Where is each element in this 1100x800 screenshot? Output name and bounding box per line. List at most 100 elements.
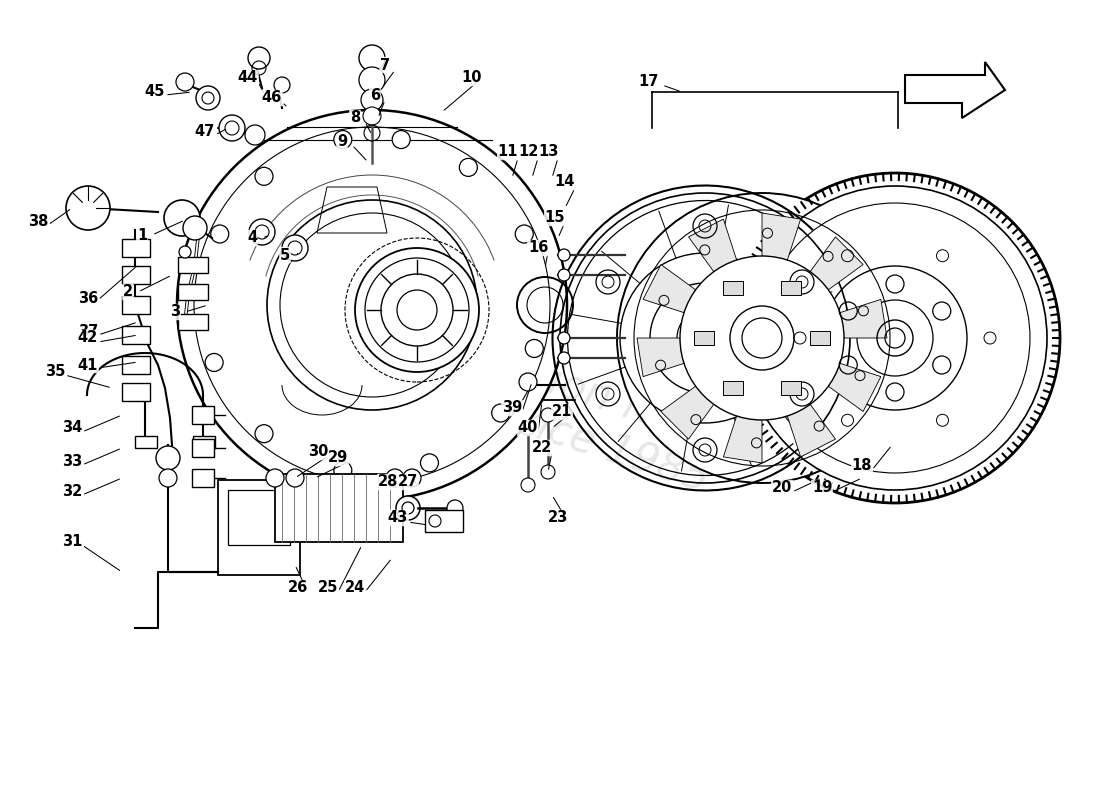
Text: 34: 34 [62, 421, 82, 435]
Circle shape [66, 186, 110, 230]
Bar [192, 406, 215, 424]
Text: 20: 20 [772, 481, 792, 495]
Bar [178, 314, 208, 330]
Polygon shape [788, 404, 836, 457]
Circle shape [359, 45, 385, 71]
Circle shape [460, 158, 477, 176]
Circle shape [164, 200, 200, 236]
Circle shape [420, 454, 439, 472]
Circle shape [176, 73, 194, 91]
Circle shape [274, 77, 290, 93]
Text: 7: 7 [379, 58, 390, 73]
Text: 1: 1 [136, 227, 147, 242]
Bar [218, 480, 300, 575]
Bar [228, 490, 290, 545]
Text: 33: 33 [62, 454, 82, 470]
Circle shape [363, 107, 381, 125]
Text: a passion for: a passion for [416, 318, 684, 442]
Circle shape [282, 235, 308, 261]
Circle shape [179, 246, 191, 258]
Text: 22: 22 [532, 441, 552, 455]
Text: 40: 40 [518, 421, 538, 435]
Circle shape [266, 469, 284, 487]
Circle shape [558, 269, 570, 281]
Text: 31: 31 [62, 534, 82, 550]
Circle shape [558, 249, 570, 261]
Circle shape [403, 469, 421, 487]
Text: 6: 6 [370, 87, 381, 102]
Circle shape [558, 332, 570, 344]
Circle shape [255, 425, 273, 442]
Polygon shape [762, 213, 801, 260]
Bar [122, 266, 150, 284]
Text: 30: 30 [308, 445, 328, 459]
Text: 8: 8 [350, 110, 360, 126]
Text: 35: 35 [45, 365, 65, 379]
Circle shape [492, 404, 509, 422]
Text: 46: 46 [262, 90, 282, 106]
Bar [178, 284, 208, 300]
Text: 4: 4 [246, 230, 257, 246]
Circle shape [211, 225, 229, 243]
Text: 13: 13 [538, 145, 558, 159]
Circle shape [742, 186, 1047, 490]
Polygon shape [905, 62, 1005, 118]
Bar [135, 436, 157, 448]
Text: 19: 19 [812, 481, 833, 495]
Bar [275, 474, 403, 542]
Text: 12: 12 [518, 145, 538, 159]
Bar [694, 331, 714, 345]
Text: 47: 47 [195, 125, 216, 139]
Text: 25: 25 [318, 581, 338, 595]
Bar [122, 239, 150, 257]
Bar [122, 383, 150, 401]
Circle shape [361, 89, 383, 111]
Polygon shape [689, 219, 737, 272]
Circle shape [255, 167, 273, 186]
Bar [178, 257, 208, 273]
Bar [122, 296, 150, 314]
Text: since 1985: since 1985 [485, 390, 715, 500]
Text: 18: 18 [851, 458, 872, 473]
Circle shape [267, 200, 477, 410]
Circle shape [205, 354, 223, 371]
Text: 16: 16 [528, 241, 548, 255]
Circle shape [541, 408, 556, 422]
Circle shape [196, 86, 220, 110]
Text: 32: 32 [62, 485, 82, 499]
Text: 10: 10 [462, 70, 482, 86]
Circle shape [386, 469, 404, 487]
Text: BL: BL [263, 269, 496, 431]
Text: 17: 17 [638, 74, 658, 90]
Circle shape [245, 125, 265, 145]
Circle shape [249, 219, 275, 245]
Circle shape [558, 352, 570, 364]
Circle shape [219, 115, 245, 141]
Polygon shape [828, 363, 881, 411]
Text: 23: 23 [548, 510, 568, 526]
Text: 14: 14 [554, 174, 575, 190]
Text: 43: 43 [388, 510, 408, 526]
Text: 29: 29 [328, 450, 348, 466]
Circle shape [333, 462, 352, 479]
Circle shape [541, 465, 556, 479]
Text: 28: 28 [377, 474, 398, 490]
Text: 27: 27 [398, 474, 418, 490]
Circle shape [355, 248, 478, 372]
Circle shape [730, 173, 1060, 503]
Text: 41: 41 [78, 358, 98, 373]
Text: 24: 24 [345, 581, 365, 595]
Polygon shape [840, 299, 887, 338]
Circle shape [396, 496, 420, 520]
Circle shape [402, 502, 414, 514]
Text: 21: 21 [552, 405, 572, 419]
Circle shape [183, 216, 207, 240]
Circle shape [248, 47, 270, 69]
Bar [723, 281, 743, 294]
Bar [781, 382, 801, 395]
Circle shape [521, 478, 535, 492]
Polygon shape [661, 386, 714, 439]
Polygon shape [644, 265, 695, 313]
Circle shape [359, 67, 385, 93]
Text: 3: 3 [169, 305, 180, 319]
